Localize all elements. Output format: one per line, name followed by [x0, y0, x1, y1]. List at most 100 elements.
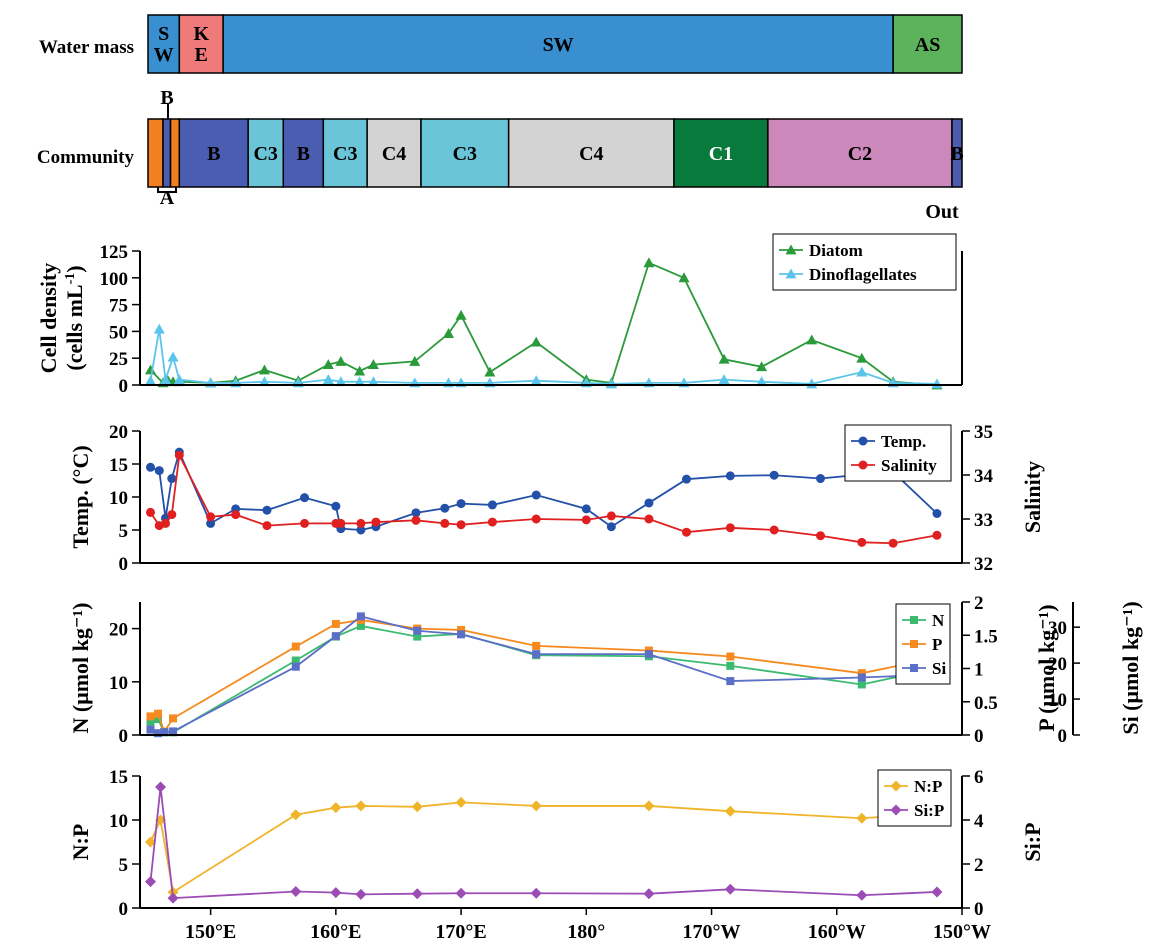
segment: [507, 118, 675, 188]
data-point: [724, 883, 736, 895]
x-tick-label: 160°E: [310, 921, 361, 943]
tick-label: 20: [1048, 654, 1067, 675]
data-point: [725, 471, 735, 481]
y-axis-label: N (μmol kg⁻¹): [68, 603, 93, 734]
data-point: [355, 800, 367, 812]
legend-box: [772, 233, 957, 291]
data-point: [856, 352, 868, 363]
y-axis-label-right: Salinity: [1020, 461, 1045, 533]
ratio-panel: 0 5 10 15 0 2 4 6 N:P Si:P N:P Si:P: [68, 767, 1045, 920]
legend-label: Temp.: [881, 432, 926, 451]
top-bars: Water mass S W K E SW AS Community B C3 B C3 C4 C3…: [37, 14, 964, 223]
data-point: [726, 677, 735, 686]
tick-label: 10: [1048, 690, 1067, 711]
data-point: [581, 515, 591, 525]
data-point: [160, 728, 169, 737]
y-axis-label-right: P (μmol kg⁻¹): [1034, 604, 1059, 731]
data-point: [532, 650, 541, 659]
segment: [420, 118, 510, 188]
data-point: [322, 359, 334, 370]
y-axis-label: N:P: [68, 824, 93, 861]
data-point: [785, 268, 797, 279]
data-point: [455, 309, 467, 320]
y-axis-label-right: Si:P: [1020, 822, 1045, 861]
data-point: [910, 664, 918, 672]
data-point: [857, 537, 867, 547]
data-point: [815, 474, 825, 484]
data-point: [335, 376, 347, 387]
y-axis-label: Cell density: [36, 263, 61, 374]
data-point: [291, 642, 300, 651]
legend-label: Salinity: [881, 456, 937, 475]
data-point: [890, 780, 902, 792]
series-line: [149, 329, 937, 385]
data-point: [724, 805, 736, 817]
legend-label: Diatom: [809, 241, 863, 260]
bracket-a: [157, 187, 177, 193]
data-point: [413, 626, 422, 635]
x-axis: 150°E 160°E 170°E 180° 170°W 160°W 150°W: [140, 384, 991, 943]
data-point: [356, 612, 365, 621]
data-point: [726, 652, 735, 661]
data-point: [532, 641, 541, 650]
data-point: [530, 800, 542, 812]
data-point: [206, 518, 216, 528]
data-point: [910, 616, 918, 624]
data-point: [367, 359, 379, 370]
series-line: [150, 615, 937, 735]
y-axis-label-units: (cells mL-1): [62, 265, 87, 370]
data-point: [169, 714, 178, 723]
data-point: [290, 886, 302, 897]
y-axis-label-right2: Si (μmol kg⁻¹): [1118, 601, 1143, 734]
segment: [892, 14, 963, 74]
data-point: [331, 501, 341, 511]
data-point: [335, 355, 347, 366]
data-point: [262, 521, 272, 531]
data-point: [145, 876, 157, 888]
data-point: [300, 493, 310, 503]
data-point: [145, 836, 157, 848]
tick-label: 0: [974, 899, 984, 920]
data-point: [455, 796, 467, 808]
x-tick-label: 160°W: [808, 921, 866, 943]
legend-label: Dinoflagellates: [809, 265, 917, 284]
segment-label: C3: [453, 143, 477, 165]
tick-label: 1: [974, 660, 984, 681]
series-line: [149, 261, 938, 386]
tick-label: 0: [974, 726, 984, 747]
data-point: [443, 328, 455, 338]
community-annotations: B A Out: [157, 87, 959, 223]
data-point: [331, 619, 340, 628]
tick-label: 15: [109, 767, 128, 788]
data-point: [206, 512, 216, 522]
segment-label: C4: [382, 143, 406, 165]
data-point: [146, 462, 156, 472]
data-point: [174, 450, 184, 460]
tick-label: 0: [119, 376, 129, 397]
data-point: [440, 503, 450, 513]
community-label: Community: [37, 147, 135, 168]
tick-label: 10: [109, 488, 128, 509]
annotation-b-top: B: [160, 87, 173, 109]
data-point: [457, 625, 466, 634]
data-point: [530, 375, 542, 386]
tick-label: 6: [974, 767, 984, 788]
segment-label: C4: [579, 143, 603, 165]
tick-label: 33: [974, 510, 993, 531]
data-point: [154, 729, 163, 738]
data-point: [155, 781, 167, 793]
data-point: [806, 334, 818, 345]
data-point: [154, 709, 163, 718]
tick-label: 35: [974, 422, 993, 443]
tick-label: 5: [119, 521, 129, 542]
data-point: [644, 498, 654, 508]
data-point: [456, 520, 466, 530]
segment: [322, 118, 368, 188]
segment: [247, 118, 284, 188]
data-point: [153, 323, 165, 334]
data-point: [411, 888, 423, 900]
data-point: [606, 511, 616, 521]
cell-density-panel: 0 25 50 75 100 125 Cell density (cells mL-1) Dia…: [36, 233, 963, 397]
